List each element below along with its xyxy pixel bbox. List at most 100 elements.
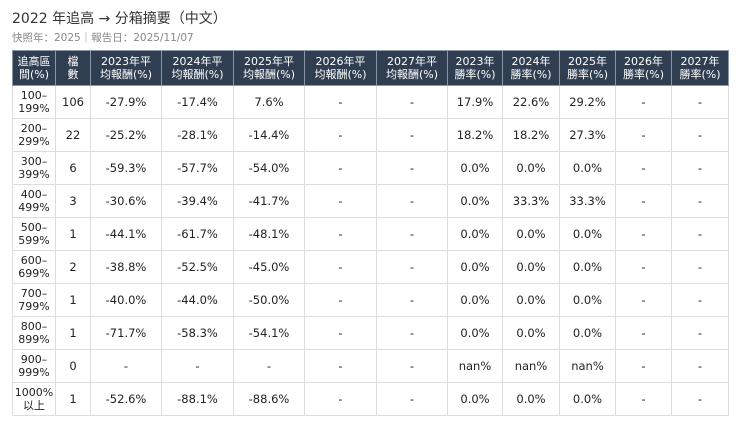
table-cell: - [671,85,729,119]
table-cell: - [615,85,672,119]
cell-line: 300– [20,155,48,168]
table-cell: -39.4% [161,184,234,218]
table-cell: - [376,217,448,251]
table-cell: 0.0% [559,151,616,185]
cell-line: 899% [18,333,50,346]
column-header: 2024年 勝率(%) [502,50,560,86]
table-cell: -25.2% [90,118,162,152]
cell-line: 800– [20,320,48,333]
cell-line: 數 [67,68,79,81]
table-cell: - [615,250,672,284]
row-label: 300– 399% [12,151,56,185]
table-row: 200– 299% 22 -25.2% -28.1% -14.4% - -18.2% 18.2%… [12,118,729,152]
table-cell: - [671,118,729,152]
table-cell: 0.0% [502,316,560,350]
table-cell: - [304,151,377,185]
table-cell: -38.8% [90,250,162,284]
cell-line: 999% [18,366,50,379]
table-row: 600– 699% 2 -38.8% -52.5% -45.0% - -0.0% 0.0% 0.0… [12,250,729,284]
table-cell: -40.0% [90,283,162,317]
table-cell: -27.9% [90,85,162,119]
table-cell: 2 [55,250,91,284]
column-header: 2027年 勝率(%) [671,50,729,86]
cell-line: 2025年平 [244,55,294,68]
table-cell: 0.0% [559,217,616,251]
cell-line: 勝率(%) [510,68,552,81]
table-row: 400– 499% 3 -30.6% -39.4% -41.7% - -0.0% 33.3% 33… [12,184,729,218]
cell-line: 400– [20,188,48,201]
table-cell: -14.4% [233,118,305,152]
table-cell: 0.0% [447,250,503,284]
cell-line: 200– [20,122,48,135]
cell-line: 2024年 [511,55,551,68]
row-label: 100– 199% [12,85,56,119]
cell-line: 500– [20,221,48,234]
cell-line: 499% [18,201,50,214]
table-cell: 0.0% [447,151,503,185]
cell-line: 勝率(%) [622,68,665,81]
column-header: 2026年平 均報酬(%) [304,50,377,86]
row-label: 1000% 以上 [12,382,56,416]
table-row: 900– 999% 0- - - - - nan% nan% nan% - - [12,349,729,383]
table-cell: -88.6% [233,382,305,416]
cell-line: 2024年平 [172,55,223,68]
table-cell: 0.0% [447,217,503,251]
table-cell: 0.0% [559,283,616,317]
column-header: 2027年平 均報酬(%) [376,50,448,86]
table-cell: - [376,316,448,350]
table-row: 100– 199% 106 -27.9% -17.4% 7.6% - -17.9% 22.6% 2… [12,85,729,119]
cell-line: 299% [18,135,50,148]
table-body: 100– 199% 106 -27.9% -17.4% 7.6% - -17.9% 22.6% 2… [12,85,729,416]
cell-line: 2023年 [455,55,495,68]
table-cell: 17.9% [447,85,503,119]
table-cell: 22 [55,118,91,152]
header-row: 追高區 間(%) 檔數 2023年平 均報酬(%) 2024年平 均報酬(%) 2025年平均… [12,50,729,86]
table-cell: - [615,316,672,350]
row-label: 400– 499% [12,184,56,218]
table-cell: 0.0% [559,250,616,284]
table-cell: 18.2% [447,118,503,152]
table-cell: - [671,283,729,317]
cell-line: 均報酬(%) [99,68,153,81]
cell-line: 以上 [23,399,45,412]
cell-line: 檔 [67,55,79,68]
table-cell: -57.7% [161,151,234,185]
table-cell: -50.0% [233,283,305,317]
table-cell: 0.0% [502,250,560,284]
table-cell: - [304,283,377,317]
table-cell: - [376,184,448,218]
row-label: 700– 799% [12,283,56,317]
cell-line: 追高區 [17,55,51,68]
table-cell: - [304,382,377,416]
row-label: 500– 599% [12,217,56,251]
table-cell: -54.1% [233,316,305,350]
table-cell: - [304,250,377,284]
table-cell: - [161,349,234,383]
table-cell: -71.7% [90,316,162,350]
table-cell: -52.5% [161,250,234,284]
cell-line: 均報酬(%) [171,68,224,81]
table-cell: -41.7% [233,184,305,218]
table-cell: -44.1% [90,217,162,251]
table-cell: - [233,349,305,383]
cell-line: 勝率(%) [454,68,496,81]
table-cell: -54.0% [233,151,305,185]
table-cell: 0 [55,349,91,383]
table-cell: 0.0% [559,382,616,416]
table-cell: - [304,316,377,350]
table-cell: - [304,118,377,152]
table-cell: 1 [55,217,91,251]
table-cell: - [304,85,377,119]
table-cell: -17.4% [161,85,234,119]
table-cell: - [671,184,729,218]
summary-table: 追高區 間(%) 檔數 2023年平 均報酬(%) 2024年平 均報酬(%) 2025年平均… [12,50,729,416]
table-row: 500– 599% 1 -44.1% -61.7% -48.1% - -0.0% 0.0% 0.0… [12,217,729,251]
table-cell: 0.0% [447,184,503,218]
cell-line: 799% [18,300,50,313]
column-header: 2024年平 均報酬(%) [161,50,234,86]
table-cell: - [671,382,729,416]
table-cell: 33.3% [502,184,560,218]
table-cell: nan% [447,349,503,383]
column-header: 2025年 勝率(%) [559,50,616,86]
cell-line: 勝率(%) [679,68,721,81]
